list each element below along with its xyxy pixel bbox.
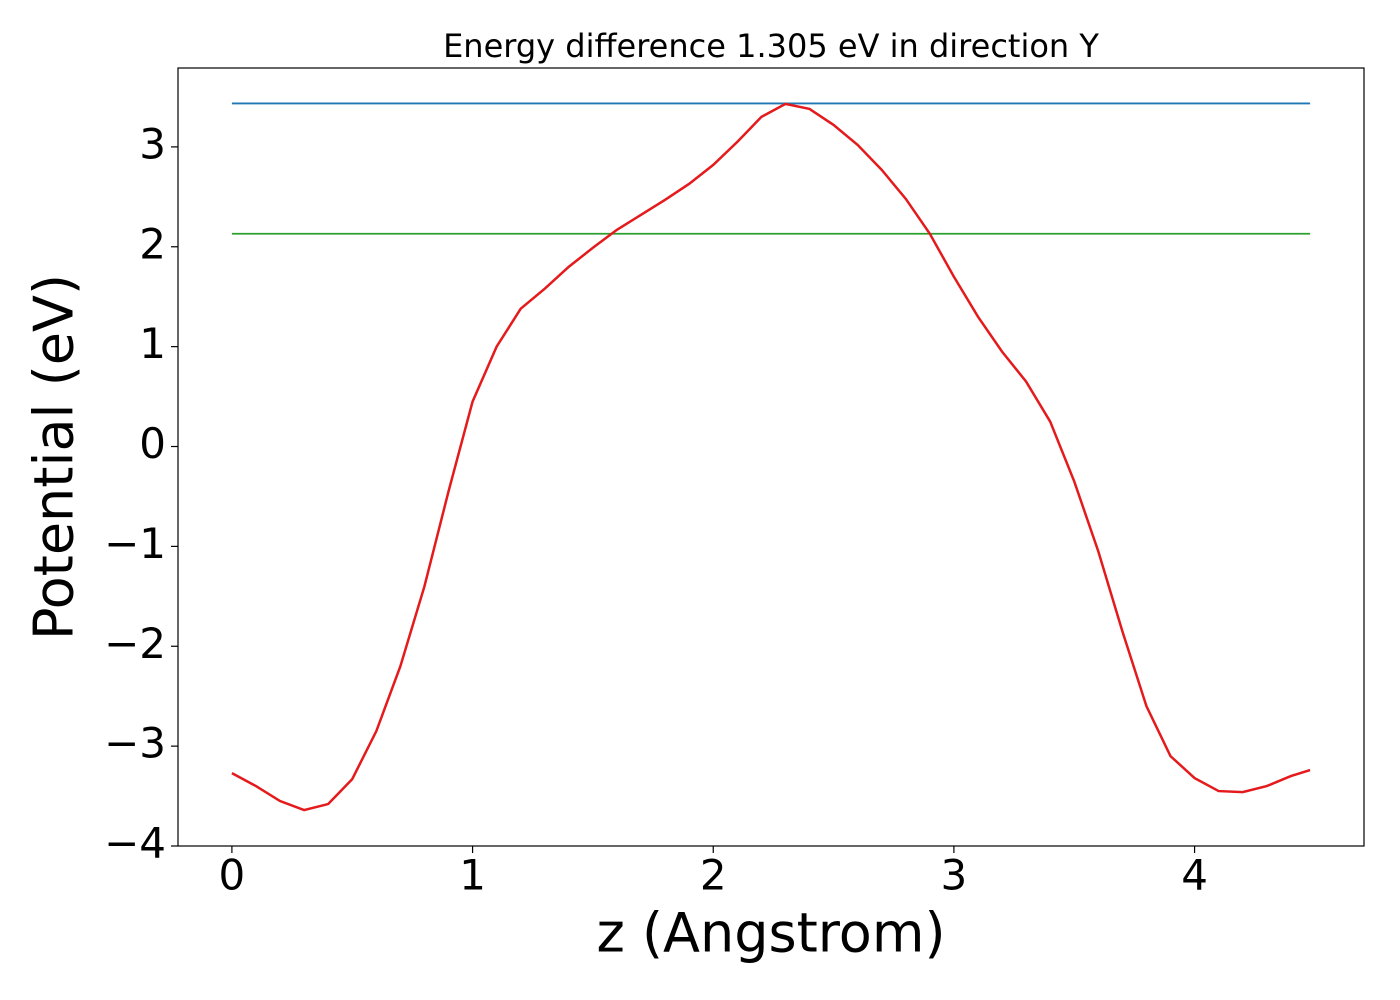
y-tick-label: 0 xyxy=(139,419,166,468)
x-tick-label: 2 xyxy=(700,851,727,900)
x-tick-label: 0 xyxy=(219,851,246,900)
plot-frame xyxy=(177,67,1365,847)
y-tick-label: 2 xyxy=(139,219,166,268)
x-tick-label: 3 xyxy=(941,851,968,900)
y-tick-label: −4 xyxy=(104,819,166,868)
y-tick-label: 1 xyxy=(139,319,166,368)
y-tick-label: −3 xyxy=(104,719,166,768)
x-tick-label: 1 xyxy=(459,851,486,900)
series-line xyxy=(231,102,1311,812)
chart-title: Energy difference 1.305 eV in direction … xyxy=(443,27,1099,65)
x-axis-label: z (Angstrom) xyxy=(596,902,945,965)
y-tick-label: 3 xyxy=(139,119,166,168)
x-tick-label: 4 xyxy=(1181,851,1208,900)
y-tick-label: −2 xyxy=(104,619,166,668)
y-tick-label: −1 xyxy=(104,519,166,568)
y-axis-label: Potential (eV) xyxy=(23,274,86,640)
